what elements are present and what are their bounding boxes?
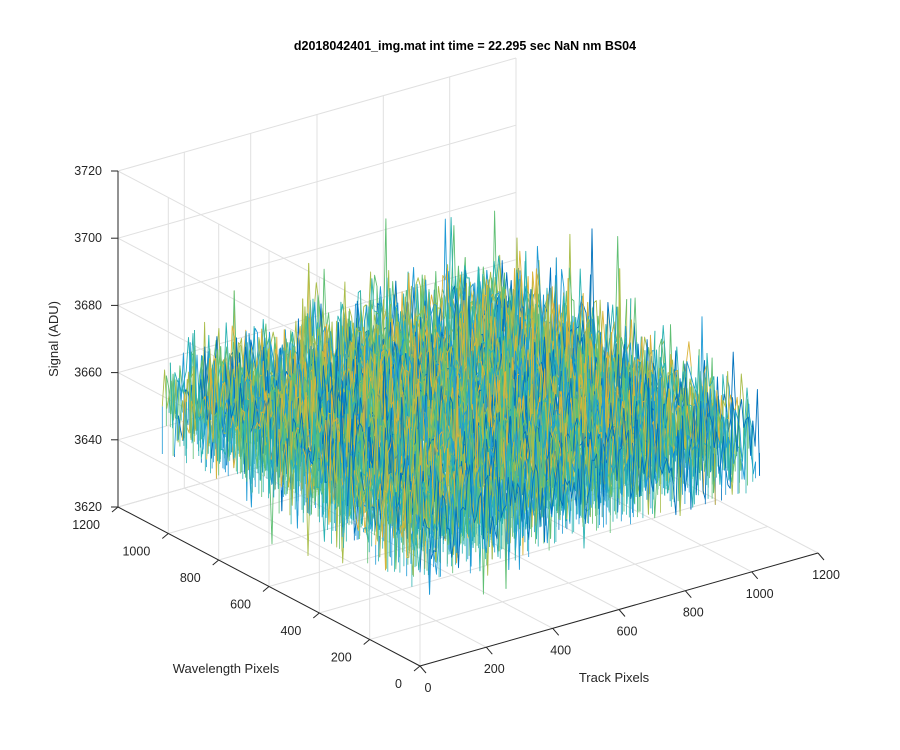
x-tick-label: 0: [425, 681, 432, 695]
surface-data: [161, 210, 761, 595]
x-tick-label: 600: [617, 625, 638, 639]
x-axis-label: Track Pixels: [579, 670, 650, 685]
x-tick-mark: [684, 590, 692, 599]
grid-line-floor-y: [369, 526, 768, 640]
y-tick-mark: [262, 586, 270, 592]
x-tick-mark: [419, 665, 427, 674]
y-tick-label: 800: [180, 571, 201, 585]
surface-row-line: [161, 254, 503, 443]
y-tick-mark: [161, 533, 169, 539]
z-tick-label: 3680: [74, 298, 102, 312]
z-tick-label: 3640: [74, 433, 102, 447]
y-tick-mark: [312, 612, 320, 619]
y-tick-mark: [363, 639, 371, 645]
x-tick-label: 400: [550, 643, 571, 657]
y-tick-mark: [413, 665, 421, 672]
z-tick-label: 3620: [74, 500, 102, 514]
y-tick-label: 200: [331, 651, 352, 665]
grid-line-floor-y: [319, 499, 718, 614]
grid-line-sidewall-z: [117, 439, 421, 600]
x-tick-label: 800: [683, 606, 704, 620]
z-tick-label: 3660: [74, 366, 102, 380]
x-tick-label: 1200: [812, 568, 840, 582]
x-tick-mark: [552, 627, 560, 636]
tick-labels: 0 200 400 600 800 1000 1200 0 200 400 600 800 1000 12…: [72, 164, 840, 695]
grid-line-backwall-z: [117, 124, 517, 239]
grid-line-backwall-z: [117, 191, 517, 306]
x-tick-label: 200: [484, 662, 505, 676]
z-axis-label: Signal (ADU): [46, 301, 61, 377]
y-tick-mark: [212, 559, 220, 566]
z-tick-label: 3720: [74, 164, 102, 178]
y-tick-label: 600: [230, 598, 251, 612]
axis-lines: [111, 170, 825, 674]
x-tick-mark: [817, 552, 825, 561]
x-tick-mark: [618, 609, 626, 617]
y-tick-label: 1200: [72, 518, 100, 532]
chart-title: d2018042401_img.mat int time = 22.295 se…: [294, 39, 636, 53]
surface-row-line: [246, 269, 587, 508]
z-tick-label: 3700: [74, 231, 102, 245]
surface-row-line: [419, 378, 761, 573]
y-tick-label: 400: [280, 624, 301, 638]
x-tick-mark: [485, 646, 493, 655]
x-tick-mark: [751, 571, 759, 580]
y-tick-mark: [111, 506, 119, 513]
y-tick-label: 1000: [122, 545, 150, 559]
x-tick-label: 1000: [746, 587, 774, 601]
y-tick-label: 0: [395, 677, 402, 691]
y-axis-label: Wavelength Pixels: [173, 661, 280, 676]
grid-line-backwall-z: [117, 57, 517, 172]
surface-row: [419, 378, 761, 577]
